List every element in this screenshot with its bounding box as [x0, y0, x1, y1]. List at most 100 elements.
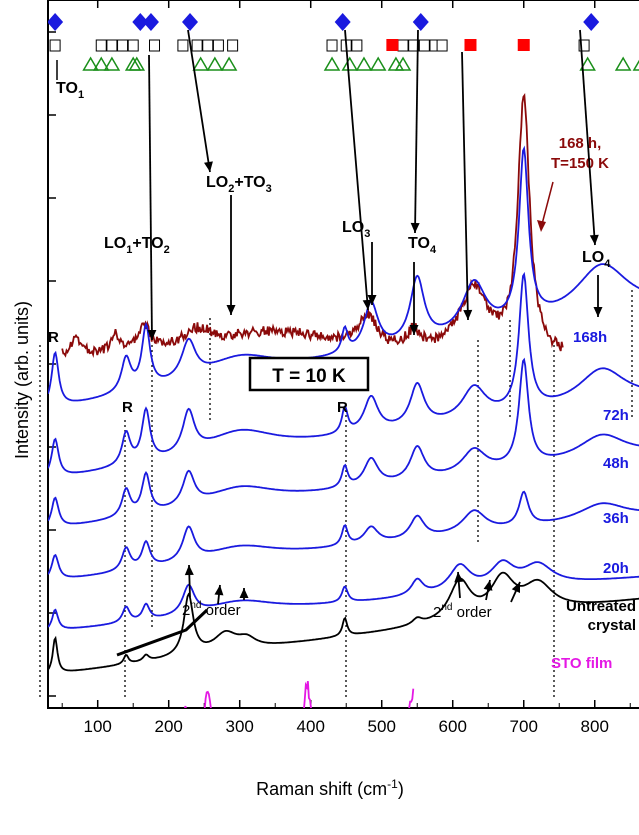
r-label: R	[337, 399, 348, 416]
mode-label: LO4	[582, 249, 611, 270]
x-tick-label: 200	[155, 717, 183, 736]
mode-label: LO1+TO2	[104, 235, 170, 256]
open-square-marker	[95, 39, 107, 52]
label-168h-150k: 168 h,	[559, 135, 602, 152]
green-triangle-marker	[128, 56, 146, 71]
r-label: R	[48, 329, 59, 346]
green-triangle-marker	[206, 56, 224, 71]
arrow-head	[454, 572, 464, 583]
green-triangle-marker	[341, 56, 359, 71]
green-triangle-marker	[614, 56, 632, 71]
untreated-label: Untreated	[566, 598, 636, 615]
series-label: 48h	[603, 455, 629, 472]
arrow-line	[579, 29, 596, 246]
y-axis-ticks	[48, 31, 56, 697]
open-square-marker	[127, 39, 139, 52]
arrow-line	[540, 181, 554, 229]
svg-text:T = 10 K: T = 10 K	[272, 366, 346, 387]
red-square-marker	[517, 39, 530, 51]
series-label: 36h	[603, 510, 629, 527]
spectrum-line	[48, 145, 639, 402]
y-axis-label: Intensity (arb. units)	[12, 301, 32, 459]
spectra-group	[48, 92, 639, 708]
green-triangle-marker	[103, 56, 121, 71]
second-order-label: 2nd order	[433, 602, 492, 621]
x-axis: 100 200 300 400 500 600 700 800	[61, 0, 631, 736]
spectrum-line	[61, 92, 564, 359]
untreated-label: crystal	[588, 617, 636, 634]
arrow-line	[414, 29, 419, 234]
open-square-marker	[326, 39, 338, 52]
open-square-marker	[578, 39, 590, 52]
open-square-marker	[408, 39, 420, 52]
x-axis-label: Raman shift (cm-1)	[256, 777, 404, 799]
blue-diamond-marker	[583, 13, 600, 31]
green-triangle-marker	[82, 56, 99, 71]
arrow-head	[589, 234, 599, 245]
sto-film-label: STO film	[551, 655, 612, 672]
blue-diamond-marker	[412, 13, 429, 31]
x-tick-label: 300	[226, 717, 254, 736]
arrow-head	[463, 309, 473, 320]
arrow-head	[511, 582, 520, 593]
r-label: R	[122, 399, 133, 416]
x-tick-label: 600	[439, 717, 467, 736]
arrow-head	[184, 565, 194, 576]
mode-label: LO2+TO3	[206, 174, 272, 195]
spectrum-line	[48, 357, 639, 525]
green-triangle-marker	[220, 56, 238, 71]
x-tick-label: 500	[368, 717, 396, 736]
arrow-line	[187, 29, 211, 173]
arrow-head	[204, 161, 213, 172]
green-triangle-marker	[387, 56, 405, 71]
slope-line	[116, 608, 209, 657]
open-square-marker	[117, 39, 129, 52]
red-square-marker	[464, 39, 477, 51]
open-square-marker	[191, 39, 203, 52]
open-square-marker	[49, 39, 61, 52]
open-square-marker	[351, 39, 363, 52]
mode-label: LO3	[342, 219, 370, 240]
open-square-marker	[397, 39, 409, 52]
top-markers	[48, 13, 639, 71]
spectrum-line	[48, 571, 639, 672]
arrow-head	[226, 305, 236, 315]
green-triangle-marker	[92, 56, 110, 71]
series-label: 168h	[573, 329, 607, 346]
open-square-marker	[149, 39, 161, 52]
open-square-marker	[227, 39, 239, 52]
arrow-line	[148, 54, 153, 341]
x-tick-label: 800	[581, 717, 609, 736]
blue-diamond-marker	[182, 13, 199, 31]
x-tick-label: 100	[84, 717, 112, 736]
arrow-head	[362, 299, 372, 310]
arrow-head	[367, 295, 377, 305]
annotations: 168h 72h 48h 36h 20h 168 h, T=150 K Untreated cr…	[48, 29, 636, 672]
temperature-box: T = 10 K	[248, 356, 370, 392]
green-triangle-marker	[369, 56, 387, 71]
arrow-head	[593, 307, 603, 317]
x-tick-label: 400	[297, 717, 325, 736]
x-tick-label: 700	[510, 717, 538, 736]
arrow-line	[344, 29, 369, 311]
green-triangle-marker	[579, 56, 596, 71]
green-triangle-marker	[394, 56, 412, 71]
series-label: 72h	[603, 407, 629, 424]
open-square-marker	[106, 39, 118, 52]
open-square-marker	[436, 39, 448, 52]
green-triangle-marker	[355, 56, 373, 71]
label-168h-150k: T=150 K	[551, 155, 609, 172]
mode-label: TO1	[56, 80, 84, 101]
arrow-head	[239, 588, 249, 598]
green-triangle-marker	[192, 56, 209, 71]
red-square-marker	[386, 39, 399, 51]
second-order-label: 2nd order	[182, 600, 241, 619]
spectrum-line	[48, 271, 639, 474]
blue-diamond-marker	[48, 13, 64, 31]
arrow-head	[410, 222, 420, 233]
blue-diamond-marker	[334, 13, 351, 31]
open-square-marker	[418, 39, 430, 52]
arrow-head	[537, 220, 546, 232]
open-square-marker	[202, 39, 214, 52]
